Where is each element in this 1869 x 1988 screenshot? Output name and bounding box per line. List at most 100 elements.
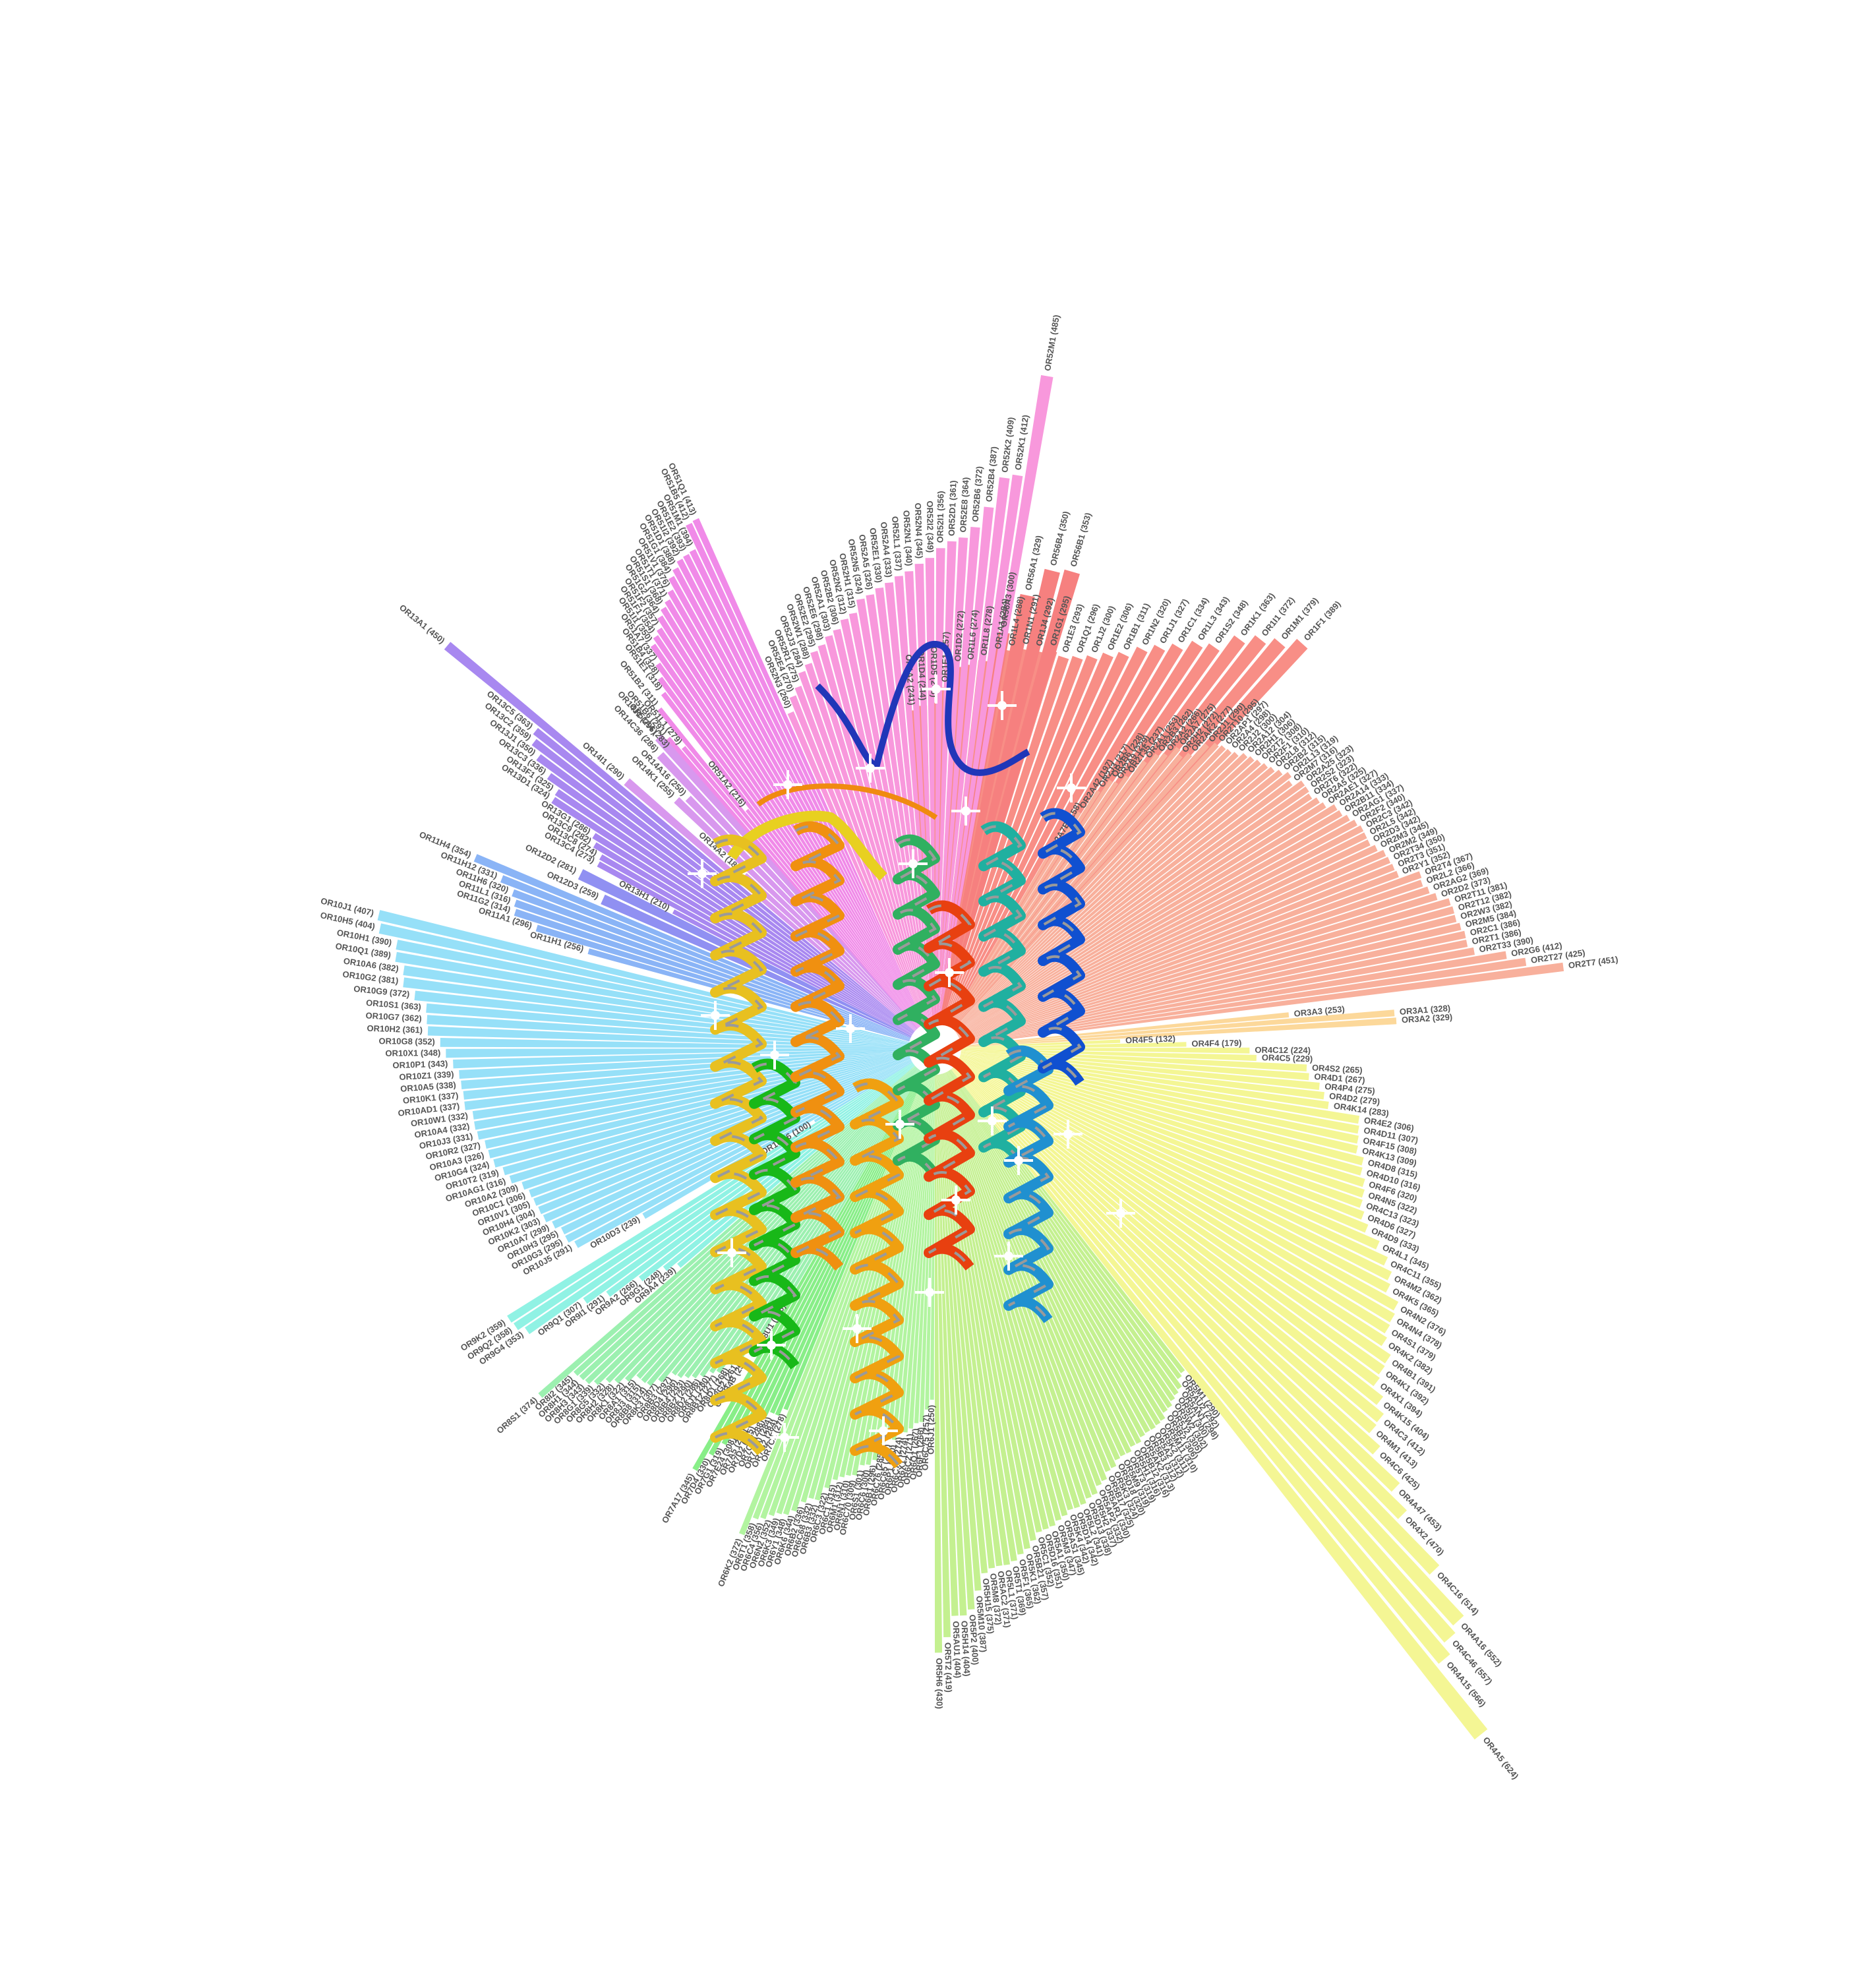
- bar-label: OR52M1 (485): [1042, 314, 1061, 371]
- bar-or4c16: [953, 1067, 1440, 1575]
- sparkle-core: [783, 780, 792, 789]
- bar-or10h1: [396, 940, 909, 1044]
- bar-or4c46: [952, 1068, 1456, 1643]
- sparkle-core: [951, 1195, 961, 1205]
- bar-or4m1: [954, 1066, 1377, 1433]
- bar-or51l1: [682, 746, 918, 1029]
- bar-or4k5: [958, 1060, 1390, 1293]
- bar-or56b4: [940, 568, 1060, 1023]
- bar-label: OR52L1 (337): [890, 516, 904, 571]
- bar-or2a12: [953, 753, 1248, 1031]
- bar-or9g1: [663, 1065, 915, 1271]
- helix-shade: [982, 825, 1023, 1163]
- bar-or2a4: [953, 748, 1232, 1030]
- labels-layer: OR1F1 (389)OR1M1 (379)OR1I1 (372)OR1K1 (…: [320, 314, 1619, 1781]
- bar-or51b5: [686, 523, 924, 1025]
- bar-or4l1: [959, 1058, 1380, 1250]
- bar-or52b6: [936, 527, 980, 1023]
- bar-or2a25: [956, 780, 1305, 1033]
- bar-or4a16: [952, 1068, 1464, 1626]
- bar-or5j2: [949, 1070, 1172, 1408]
- bar-label: OR10H2 (361): [367, 1023, 423, 1035]
- bar-or2f1: [955, 763, 1268, 1032]
- bar-or1e3: [943, 655, 1069, 1024]
- bar-or52e4: [789, 695, 926, 1024]
- bar-or5m11: [948, 1070, 1166, 1421]
- bar-or10g6: [814, 1062, 912, 1123]
- bar-or2b2: [955, 769, 1283, 1033]
- bar-or10g3: [565, 1060, 912, 1243]
- bar-or6b3: [814, 1073, 929, 1501]
- sparkle-core: [1067, 783, 1076, 793]
- bar-label: OR4C12 (224): [1255, 1045, 1311, 1056]
- bar-or4f15: [961, 1054, 1359, 1144]
- bar-label: OR56A1 (329): [1023, 535, 1044, 591]
- loop-blue: [815, 641, 1030, 776]
- bar-or8h2: [614, 1067, 917, 1384]
- bar-or4a15: [951, 1068, 1450, 1664]
- helix: [924, 900, 975, 1271]
- bar-label: OR5P2 (400): [967, 1614, 980, 1665]
- sparkle-core: [879, 1426, 888, 1435]
- bar-or4c11: [959, 1059, 1388, 1266]
- bar-label: OR3A2 (329): [1401, 1012, 1452, 1025]
- bar-label: OR52B6 (372): [970, 466, 985, 522]
- bar-or5m9: [945, 1072, 1126, 1457]
- sparkles: [688, 675, 1135, 1452]
- bar-label: OR52I2 (349): [925, 500, 935, 553]
- bar-label: OR6X1 (274): [895, 1437, 909, 1489]
- bar-label: OR4C5 (229): [1262, 1052, 1313, 1064]
- bar-or9q2: [514, 1062, 913, 1331]
- bar-or14a16: [685, 795, 917, 1030]
- bar-or10s1: [426, 1003, 909, 1047]
- helix-shade: [794, 825, 842, 1269]
- bar-or10z1: [459, 1049, 909, 1079]
- bar-or1m1: [951, 638, 1286, 1029]
- bar-label: OR4A5 (624): [1481, 1735, 1521, 1781]
- bar-or4k15: [955, 1064, 1384, 1405]
- bar-or8b12: [716, 1070, 920, 1373]
- bar-or4b1: [956, 1063, 1391, 1364]
- bar-or2t6: [957, 793, 1313, 1034]
- helix: [1003, 1045, 1053, 1323]
- bar-or10g9: [414, 990, 909, 1046]
- bar-or51g1: [668, 576, 922, 1026]
- sparkle-core: [852, 1324, 862, 1333]
- bar-label: OR52N1 (340): [901, 510, 914, 566]
- bar-or4c13: [959, 1057, 1363, 1208]
- sparkle-core: [997, 701, 1007, 710]
- bar-or10h2: [427, 1026, 908, 1048]
- bar-or14j1: [655, 734, 918, 1029]
- bar-or51v1: [667, 589, 922, 1026]
- bar-label: OR10G9 (372): [353, 984, 410, 1000]
- bar-or9g4: [525, 1063, 914, 1335]
- bar-or10k1: [463, 1050, 909, 1100]
- bar-or5h1: [946, 1071, 1136, 1447]
- bar-or2ap1: [953, 745, 1226, 1030]
- bar-label: OR10X1 (348): [385, 1048, 440, 1058]
- bar-or2a5: [957, 797, 1320, 1035]
- bar-or51d1: [672, 567, 923, 1025]
- bar-label: OR6F1 (266): [914, 1427, 926, 1477]
- bar-or4d6: [959, 1058, 1365, 1220]
- bar-or51e1: [661, 692, 919, 1028]
- bar-or2ag1: [957, 814, 1350, 1036]
- bar-or10j5: [574, 1060, 912, 1248]
- bar-or4c3: [955, 1065, 1384, 1422]
- bar-or52b2: [833, 628, 930, 1023]
- bar-label: OR1D2 (272): [953, 611, 966, 662]
- bar-or51q1: [692, 518, 924, 1025]
- sparkle-core: [1063, 1130, 1073, 1139]
- bar-label: OR13A1 (450): [398, 603, 447, 646]
- bar-or5as1: [941, 1073, 1068, 1517]
- bar-or8j3: [641, 1068, 918, 1383]
- bar-label: OR52E8 (364): [958, 477, 971, 533]
- bar-or4k13: [960, 1054, 1358, 1154]
- bar-or5d14: [942, 1073, 1081, 1509]
- bar-or11a1: [535, 924, 910, 1041]
- bar-or52e6: [817, 644, 928, 1023]
- sparkle-core: [895, 1120, 905, 1129]
- bar-or56b1: [941, 569, 1080, 1023]
- bar-label: OR52N4 (345): [913, 502, 925, 558]
- bar-or51i1: [650, 644, 920, 1027]
